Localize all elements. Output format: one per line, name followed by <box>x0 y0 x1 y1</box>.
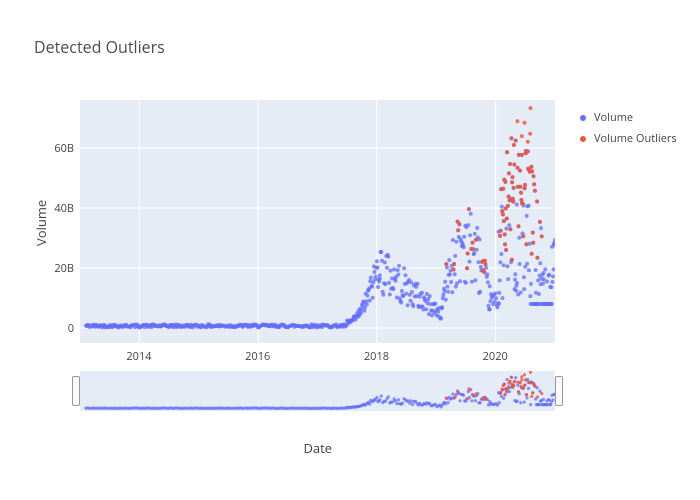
x-axis-title: Date <box>304 439 333 457</box>
legend-marker-icon <box>580 115 586 121</box>
x-tick-label: 2018 <box>364 349 389 364</box>
range-slider-left-handle[interactable] <box>72 376 80 406</box>
legend: Volume Volume Outliers <box>580 110 677 152</box>
y-tick-label: 20B <box>54 261 74 276</box>
y-tick-label: 40B <box>54 201 74 216</box>
legend-marker-icon <box>580 136 586 142</box>
legend-label: Volume Outliers <box>594 131 677 146</box>
chart-title: Detected Outliers <box>34 36 165 58</box>
y-tick-label: 0 <box>68 321 74 336</box>
range-slider-plot[interactable] <box>80 371 555 411</box>
x-tick-label: 2016 <box>245 349 270 364</box>
main-scatter-plot[interactable] <box>80 100 555 343</box>
x-tick-label: 2020 <box>483 349 508 364</box>
y-axis-title: Volume <box>32 199 50 245</box>
main-plot-svg <box>80 100 555 343</box>
legend-item[interactable]: Volume Outliers <box>580 131 677 146</box>
range-plot-svg <box>80 371 555 411</box>
legend-label: Volume <box>594 110 633 125</box>
range-slider-right-handle[interactable] <box>555 376 563 406</box>
legend-item[interactable]: Volume <box>580 110 677 125</box>
y-tick-label: 60B <box>54 141 74 156</box>
x-tick-label: 2014 <box>126 349 151 364</box>
